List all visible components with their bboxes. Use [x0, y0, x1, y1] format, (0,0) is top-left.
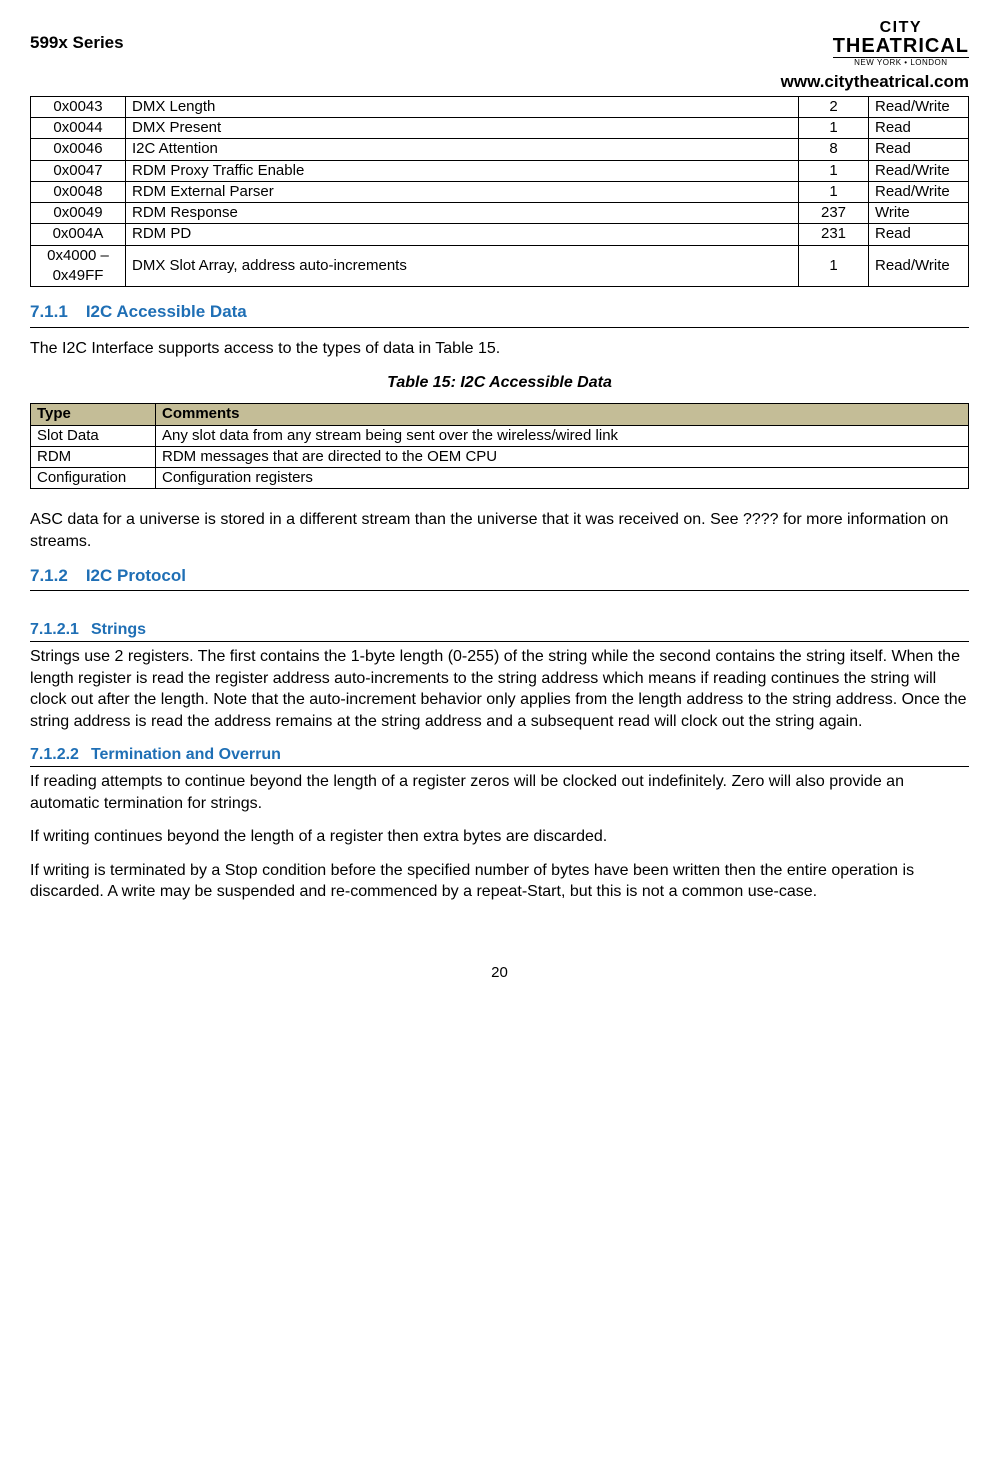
- table-cell: 0x0043: [31, 96, 126, 117]
- page-number: 20: [30, 963, 969, 983]
- strings-paragraph: Strings use 2 registers. The first conta…: [30, 646, 969, 732]
- section-number: 7.1.2.2: [30, 746, 79, 763]
- table-cell: 0x0047: [31, 160, 126, 181]
- table-row: RDMRDM messages that are directed to the…: [31, 446, 969, 467]
- table-cell: Read: [869, 118, 969, 139]
- section-rule: [30, 766, 969, 767]
- section-7122-heading: 7.1.2.2 Termination and Overrun: [30, 744, 969, 766]
- logo-top: CITY: [833, 20, 969, 36]
- table-cell: RDM: [31, 446, 156, 467]
- section-7121-heading: 7.1.2.1 Strings: [30, 619, 969, 641]
- section-rule: [30, 327, 969, 328]
- table-cell: RDM Proxy Traffic Enable: [126, 160, 799, 181]
- table-cell: 8: [799, 139, 869, 160]
- col-type: Type: [31, 404, 156, 425]
- table-cell: 1: [799, 245, 869, 287]
- table-cell: Configuration: [31, 468, 156, 489]
- table-cell: RDM PD: [126, 224, 799, 245]
- table-cell: Read: [869, 224, 969, 245]
- series-label: 599x Series: [30, 32, 124, 55]
- table-cell: 0x0048: [31, 181, 126, 202]
- table-cell: 237: [799, 203, 869, 224]
- table-row: ConfigurationConfiguration registers: [31, 468, 969, 489]
- table-cell: RDM Response: [126, 203, 799, 224]
- table-header-row: Type Comments: [31, 404, 969, 425]
- section-number: 7.1.2: [30, 566, 68, 585]
- section-title: I2C Accessible Data: [86, 302, 247, 321]
- table-cell: 0x4000 – 0x49FF: [31, 245, 126, 287]
- termination-p3: If writing is terminated by a Stop condi…: [30, 860, 969, 903]
- table-cell: DMX Length: [126, 96, 799, 117]
- table-cell: DMX Present: [126, 118, 799, 139]
- section-rule: [30, 641, 969, 642]
- table-row: Slot DataAny slot data from any stream b…: [31, 425, 969, 446]
- table-cell: 2: [799, 96, 869, 117]
- table-row: 0x0046I2C Attention8Read: [31, 139, 969, 160]
- table-cell: Read: [869, 139, 969, 160]
- table-row: 0x0043DMX Length2Read/Write: [31, 96, 969, 117]
- table15-caption: Table 15: I2C Accessible Data: [30, 372, 969, 394]
- table-row: 0x004ARDM PD231Read: [31, 224, 969, 245]
- table-row: 0x0049RDM Response237Write: [31, 203, 969, 224]
- section-number: 7.1.1: [30, 302, 68, 321]
- logo-main: THEATRICAL: [833, 36, 969, 56]
- section-title: Strings: [91, 621, 146, 638]
- table-cell: RDM External Parser: [126, 181, 799, 202]
- section-rule: [30, 590, 969, 591]
- section-title: Termination and Overrun: [91, 746, 281, 763]
- table-cell: 0x004A: [31, 224, 126, 245]
- section-711-heading: 7.1.1 I2C Accessible Data: [30, 301, 969, 324]
- table-cell: 1: [799, 181, 869, 202]
- table-row: 0x4000 – 0x49FFDMX Slot Array, address a…: [31, 245, 969, 287]
- table-cell: Slot Data: [31, 425, 156, 446]
- table-cell: 1: [799, 118, 869, 139]
- table-cell: DMX Slot Array, address auto-increments: [126, 245, 799, 287]
- logo-sub: NEW YORK • LONDON: [833, 57, 969, 67]
- table-cell: RDM messages that are directed to the OE…: [156, 446, 969, 467]
- table-cell: 0x0044: [31, 118, 126, 139]
- asc-paragraph: ASC data for a universe is stored in a d…: [30, 509, 969, 552]
- table-cell: I2C Attention: [126, 139, 799, 160]
- table-cell: Read/Write: [869, 181, 969, 202]
- table-cell: Any slot data from any stream being sent…: [156, 425, 969, 446]
- table-cell: 0x0049: [31, 203, 126, 224]
- table-cell: 231: [799, 224, 869, 245]
- section-number: 7.1.2.1: [30, 621, 79, 638]
- termination-p1: If reading attempts to continue beyond t…: [30, 771, 969, 814]
- brand-logo: CITY THEATRICAL NEW YORK • LONDON: [833, 20, 969, 67]
- table-cell: 0x0046: [31, 139, 126, 160]
- table-cell: Write: [869, 203, 969, 224]
- table-cell: 1: [799, 160, 869, 181]
- table-cell: Read/Write: [869, 96, 969, 117]
- table-row: 0x0044DMX Present1Read: [31, 118, 969, 139]
- table-row: 0x0048RDM External Parser1Read/Write: [31, 181, 969, 202]
- table-cell: Read/Write: [869, 245, 969, 287]
- section-title: I2C Protocol: [86, 566, 186, 585]
- col-comments: Comments: [156, 404, 969, 425]
- page-header: 599x Series CITY THEATRICAL NEW YORK • L…: [30, 20, 969, 67]
- section-711-intro: The I2C Interface supports access to the…: [30, 338, 969, 360]
- site-url: www.citytheatrical.com: [30, 71, 969, 94]
- register-table: 0x0043DMX Length2Read/Write0x0044DMX Pre…: [30, 96, 969, 287]
- table-row: 0x0047RDM Proxy Traffic Enable1Read/Writ…: [31, 160, 969, 181]
- section-712-heading: 7.1.2 I2C Protocol: [30, 565, 969, 588]
- table-cell: Configuration registers: [156, 468, 969, 489]
- accessible-data-table: Type Comments Slot DataAny slot data fro…: [30, 403, 969, 489]
- table-cell: Read/Write: [869, 160, 969, 181]
- termination-p2: If writing continues beyond the length o…: [30, 826, 969, 848]
